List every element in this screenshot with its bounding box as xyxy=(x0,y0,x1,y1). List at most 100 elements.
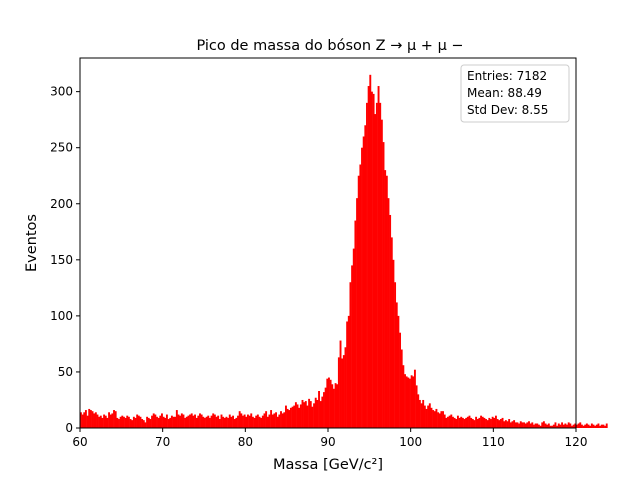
histogram-bar xyxy=(503,421,506,428)
histogram-bar xyxy=(366,102,368,429)
histogram-bar xyxy=(132,416,135,428)
histogram-bar xyxy=(301,399,304,428)
histogram-bar xyxy=(554,422,557,428)
histogram-bar xyxy=(288,410,291,428)
histogram-bar xyxy=(103,414,106,428)
histogram-bar xyxy=(172,416,175,428)
histogram-bar xyxy=(433,411,436,428)
histogram-bar xyxy=(285,405,287,428)
histogram-bar xyxy=(141,419,144,428)
histogram-bars xyxy=(80,74,608,429)
histogram-bar xyxy=(453,417,456,428)
histogram-bar xyxy=(455,419,458,428)
histogram-bar xyxy=(480,415,483,428)
histogram-bar xyxy=(395,302,398,428)
histogram-bar xyxy=(294,402,297,428)
histogram-bar xyxy=(316,399,319,428)
histogram-bar xyxy=(592,424,595,428)
chart-title: Pico de massa do bóson Z → μ + μ − xyxy=(196,38,463,54)
histogram-bar xyxy=(311,406,314,428)
histogram-bar xyxy=(508,419,511,428)
histogram-bar xyxy=(271,414,274,428)
histogram-bar xyxy=(232,415,235,428)
histogram-bar xyxy=(334,383,337,428)
histogram-bar xyxy=(260,417,263,428)
histogram-bar xyxy=(576,424,578,428)
histogram-bar xyxy=(362,136,365,428)
histogram-bar xyxy=(205,416,208,428)
histogram-bar xyxy=(93,413,96,428)
histogram-bar xyxy=(81,414,84,428)
histogram-bar xyxy=(493,417,496,428)
histogram-bar xyxy=(276,416,279,428)
histogram-bar xyxy=(531,422,534,428)
histogram-bar xyxy=(144,422,147,428)
histogram-bar xyxy=(268,414,271,428)
histogram-bar xyxy=(597,423,600,428)
histogram-bar xyxy=(202,416,205,428)
histogram-bar xyxy=(258,416,261,428)
histogram-bar xyxy=(438,413,441,428)
histogram-bar xyxy=(402,365,405,428)
histogram-bar xyxy=(585,423,588,428)
histogram-bar xyxy=(445,417,448,428)
histogram-bar xyxy=(347,315,350,428)
histogram-bar xyxy=(108,412,111,428)
histogram-bar xyxy=(539,425,542,428)
histogram-bar xyxy=(346,321,349,428)
histogram-bar xyxy=(246,414,249,428)
histogram-bar xyxy=(514,422,517,428)
histogram-bar xyxy=(432,410,435,428)
histogram-bar xyxy=(533,424,535,428)
histogram-bar xyxy=(509,422,512,428)
histogram-bar xyxy=(405,376,408,428)
histogram-bar xyxy=(569,423,572,428)
histogram-bar xyxy=(296,404,299,428)
histogram-bar xyxy=(392,259,395,428)
histogram-bar xyxy=(465,417,468,428)
histogram-bar xyxy=(273,413,276,428)
histogram-bar xyxy=(369,74,372,429)
histogram-bar xyxy=(534,423,537,428)
histogram-bar xyxy=(481,416,484,428)
histogram-bar xyxy=(458,417,461,428)
histogram-bar xyxy=(200,414,203,428)
x-tick-label: 100 xyxy=(399,435,422,449)
histogram-bar xyxy=(605,423,608,428)
histogram-bar xyxy=(377,86,380,428)
histogram-bar xyxy=(222,416,225,428)
histogram-bar xyxy=(167,419,170,428)
histogram-bar xyxy=(248,415,251,428)
histogram-bar xyxy=(375,102,378,429)
histogram-bar xyxy=(255,415,258,428)
histogram-bar xyxy=(471,419,474,428)
stats-box: Entries: 7182 Mean: 88.49 Std Dev: 8.55 xyxy=(460,64,570,123)
histogram-bar xyxy=(499,419,502,428)
histogram-bar xyxy=(430,407,433,428)
histogram-bar xyxy=(185,416,188,428)
histogram-bar xyxy=(409,378,411,428)
histogram-bar xyxy=(537,424,540,428)
histogram-bar xyxy=(270,410,273,428)
histogram-bar xyxy=(122,416,125,428)
histogram-bar xyxy=(242,415,244,428)
histogram-bar xyxy=(485,419,487,428)
histogram-bar xyxy=(328,377,330,428)
histogram-bar xyxy=(400,349,403,428)
histogram-bar xyxy=(91,411,94,428)
histogram-bar xyxy=(230,416,233,428)
histogram-bar xyxy=(562,424,565,428)
histogram-bar xyxy=(96,414,99,428)
histogram-bar xyxy=(119,416,122,428)
histogram-bar xyxy=(184,417,187,428)
histogram-bar xyxy=(293,405,296,428)
histogram-bar xyxy=(208,417,211,428)
histogram-bar xyxy=(86,415,89,428)
histogram-bar xyxy=(385,175,388,428)
histogram-bar xyxy=(541,422,544,428)
histogram-bar xyxy=(228,414,231,428)
histogram-bar xyxy=(526,422,529,428)
histogram-bar xyxy=(146,416,149,428)
histogram-bar xyxy=(556,425,559,428)
histogram-bar xyxy=(490,419,492,428)
